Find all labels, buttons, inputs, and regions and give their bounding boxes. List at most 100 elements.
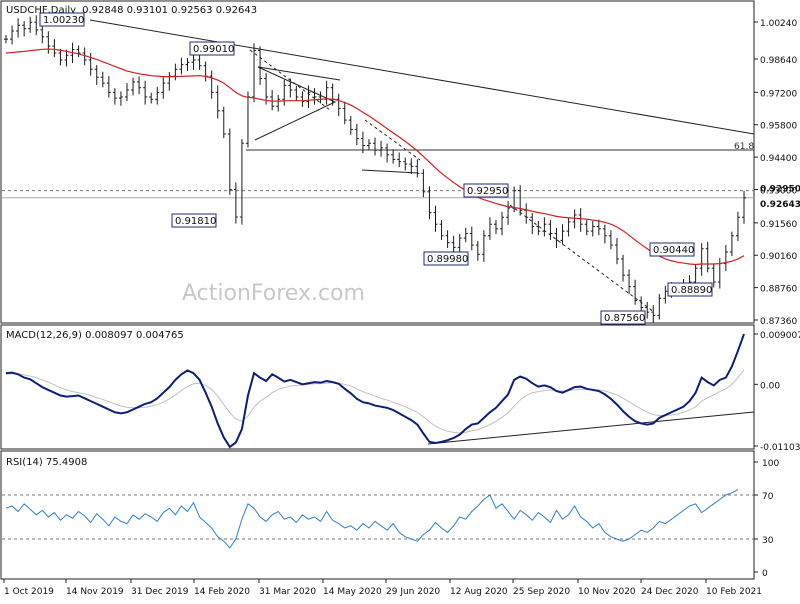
price-bar (100, 71, 105, 88)
x-axis-label: 14 May 2020 (323, 587, 382, 597)
annotation-box (171, 213, 217, 228)
price-bar (197, 53, 202, 70)
price-axis-label: 0.88760 (760, 285, 797, 295)
price-bar (627, 269, 632, 295)
price-bar (699, 243, 704, 276)
price-bar (657, 294, 662, 320)
price-axis-label: 0.87360 (760, 317, 797, 327)
price-bar (542, 217, 547, 237)
price-bar (421, 169, 426, 198)
annotation-text: 0.92950 (467, 186, 508, 197)
price-axis-label: 0.97200 (760, 89, 797, 99)
annotation-box (189, 41, 235, 56)
price-bar (16, 18, 21, 38)
symbol-text: USDCHF,Daily (6, 5, 76, 16)
x-axis-label: 31 Mar 2020 (259, 587, 316, 597)
price-annotation: 0.92950 (463, 183, 509, 198)
price-annotation: 0.89980 (423, 251, 469, 266)
price-bar (10, 25, 15, 45)
price-bar (58, 48, 63, 66)
annotation-text: 0.99010 (193, 44, 234, 55)
price-bar (221, 106, 226, 139)
price-bar (143, 80, 148, 105)
price-bar (348, 115, 353, 135)
price-bar (252, 43, 257, 103)
price-bar (161, 76, 166, 99)
x-axis-label: 1 Oct 2019 (4, 587, 54, 597)
price-bar (645, 301, 650, 319)
price-bar (723, 245, 728, 272)
rsi-title: RSI(14) 75.4908 (6, 457, 87, 468)
rsi-axis-label: 70 (762, 492, 774, 502)
price-bar (705, 241, 710, 273)
price-bar (427, 186, 432, 220)
annotation-box (667, 282, 713, 297)
annotation-text: 0.87560 (604, 313, 645, 324)
price-bar (633, 279, 638, 305)
last-price-tag: 0.92643 (760, 200, 800, 210)
price-bar (209, 70, 214, 99)
price-bar (475, 240, 480, 261)
price-bar (735, 211, 740, 242)
chart-symbol: USDCHF,Daily 0.92848 0.93101 0.92563 0.92… (6, 5, 257, 16)
watermark: ActionForex.com (182, 281, 365, 306)
price-annotation: 0.90440 (649, 242, 695, 257)
x-axis-label: 25 Sep 2020 (513, 587, 570, 597)
price-bar (40, 25, 45, 44)
price-annotation: 0.87560 (600, 310, 646, 325)
price-bar (621, 254, 626, 282)
x-axis-label: 31 Dec 2019 (131, 587, 189, 597)
price-bar (22, 21, 27, 37)
annotation-text: 0.89980 (427, 254, 468, 265)
price-bar (288, 78, 293, 98)
price-bars-layer (4, 15, 746, 324)
price-bar (52, 39, 57, 58)
trendline-upper (89, 19, 755, 135)
price-bar (566, 217, 571, 237)
dashed-trend-2 (364, 119, 421, 161)
price-bar (403, 157, 408, 171)
annotation-box (649, 242, 695, 257)
price-bar (439, 220, 444, 240)
moving-average-layer (5, 48, 745, 266)
price-bar (215, 85, 220, 119)
price-bar (614, 238, 619, 265)
x-axis-label: 29 Jun 2020 (386, 587, 440, 597)
annotation-box (600, 310, 646, 325)
price-bar (239, 139, 244, 225)
annotation-text: 0.90440 (653, 245, 694, 256)
price-bar (493, 220, 498, 235)
price-bar (584, 220, 589, 236)
price-axis-label: 0.94400 (760, 154, 797, 164)
price-bar (397, 152, 402, 168)
price-bar (155, 86, 160, 105)
price-annotation: 0.91810 (171, 213, 217, 228)
price-bar (445, 230, 450, 249)
rsi-layer: 100 70 30 0 (2, 459, 779, 579)
price-bar (118, 91, 123, 106)
rsi-line (5, 489, 739, 549)
price-bar (185, 58, 190, 72)
ohlc-text: 0.92848 0.93101 0.92563 0.92643 (82, 5, 257, 16)
x-axis-label: 14 Feb 2020 (194, 587, 250, 597)
price-bar (487, 217, 492, 240)
price-bar (4, 34, 8, 44)
price-bar (306, 85, 311, 109)
x-axis-label: 10 Nov 2020 (578, 587, 636, 597)
price-bar (264, 72, 269, 105)
price-bar (608, 230, 613, 250)
moving-average-line (5, 48, 745, 266)
price-bar (354, 123, 359, 146)
triangle-pattern (254, 66, 341, 141)
price-bar (518, 185, 523, 216)
price-bar (28, 16, 33, 33)
price-bar (336, 93, 341, 117)
price-bar (451, 235, 456, 254)
price-bar (639, 296, 644, 313)
price-bar (94, 65, 99, 85)
macd-axis-label: -0.011034 (760, 443, 800, 453)
price-bar (409, 158, 414, 175)
price-bar (270, 90, 275, 111)
annotation-text: 1.00230 (43, 15, 84, 26)
annotations-layer: 1.00230 0.99010 0.91810 0.92950 0.89980 0.904… (39, 12, 713, 325)
